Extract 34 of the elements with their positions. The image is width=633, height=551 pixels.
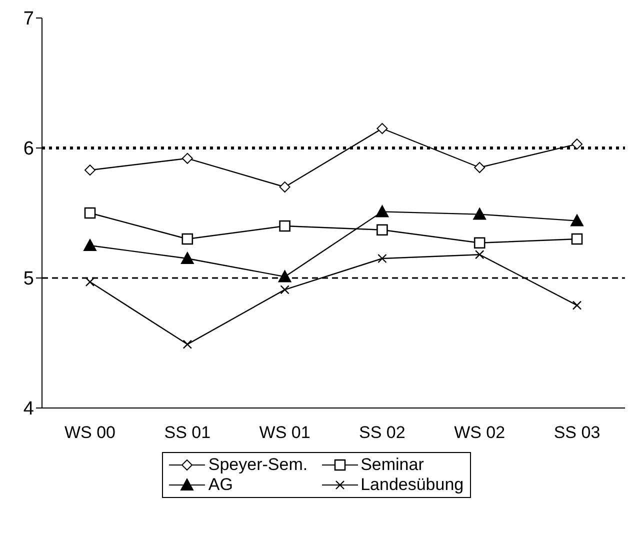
point [279,220,290,232]
point [182,233,194,245]
point [378,254,387,264]
point [84,207,96,219]
point [475,250,484,260]
point [278,270,292,282]
legend-label: Seminar [360,455,424,475]
legend-label: Speyer-Sem. [208,455,308,475]
point [280,285,290,294]
point [376,224,388,236]
point [85,277,95,286]
x-tick-label: WS 01 [259,423,310,442]
x-tick-label: SS 01 [164,423,211,442]
y-tick-label: 7 [23,8,34,30]
legend-label: AG [208,475,233,495]
y-tick-label: 6 [23,138,34,160]
point [570,214,584,226]
x-tick-label: WS 02 [454,423,506,442]
x-tick-label: WS 00 [64,423,116,442]
point [376,205,389,218]
x-tick-label: SS 03 [554,423,600,442]
legend-label: Landesübung [360,475,464,495]
point [474,237,486,249]
point [571,233,583,245]
point [473,208,486,220]
point [182,152,193,164]
y-tick-label: 4 [23,398,34,420]
point [474,162,486,173]
point [84,239,96,251]
x-tick-label: SS 02 [359,423,406,442]
y-tick-label: 5 [23,268,34,290]
point [180,252,194,264]
point [182,340,192,349]
point [572,300,582,310]
